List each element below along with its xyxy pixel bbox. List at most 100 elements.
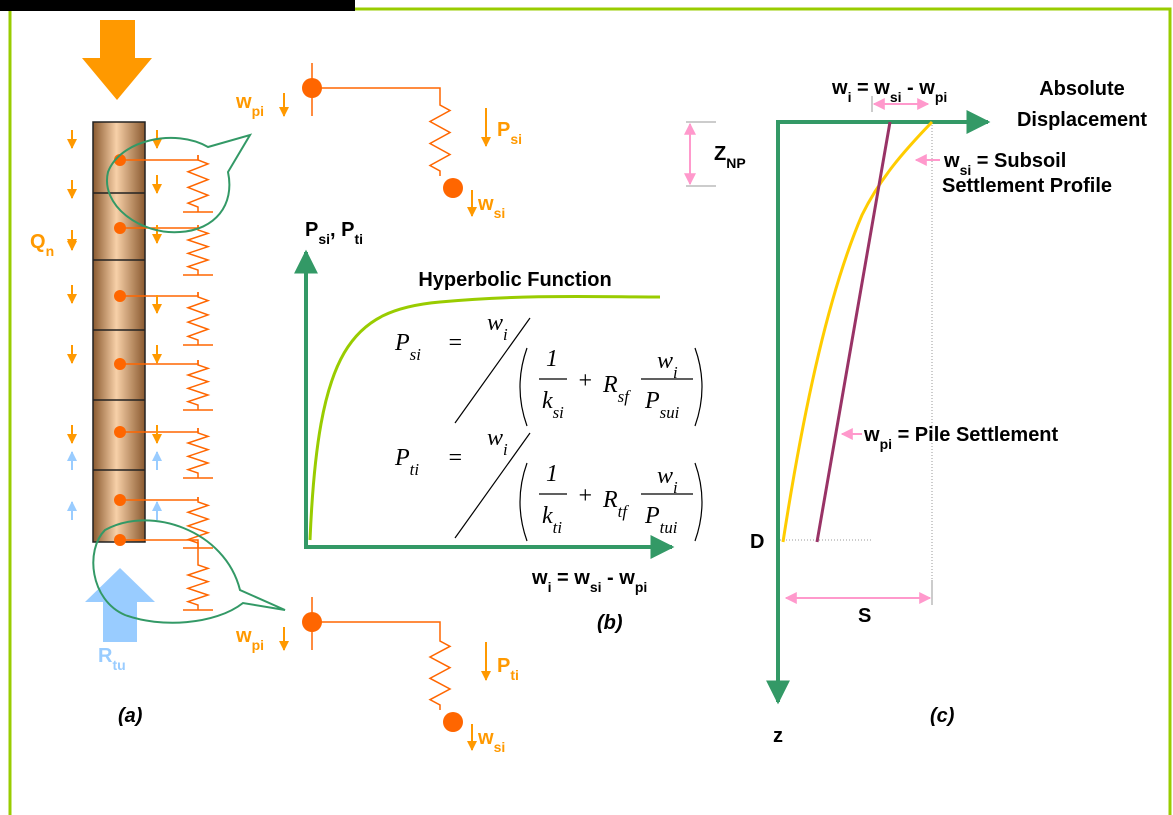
panel-label: (c) [930,705,955,727]
x-axis-label: Displacement [1017,109,1147,131]
text-run: si [510,131,522,147]
text-run: w [863,424,880,446]
spring-link [312,622,440,636]
text-run: pi [880,436,892,452]
spring [188,225,208,275]
formula-ratio-num: wi [657,463,678,497]
soil-displacement-label: wsi [477,193,505,221]
text-run: tu [112,657,125,673]
text-run: P [644,388,660,414]
text-run: w [487,425,503,451]
text-run: R [602,487,618,513]
frame [10,9,1170,815]
text-run: = w [551,567,590,589]
text-run: w [657,348,673,374]
spring [430,636,450,710]
force-label: Pti [497,655,519,683]
text-run: P [394,330,410,356]
z-axis-label: z [773,725,783,747]
spring [188,155,208,212]
spring [188,560,208,610]
text-run: si [494,205,506,221]
text-run: i [503,440,508,459]
text-run: w [235,625,252,647]
spring [188,292,208,345]
text-run: NP [726,155,745,171]
pile-node [114,534,126,546]
panel-label: (a) [118,705,143,727]
soil-label: Settlement Profile [942,175,1112,197]
text-run: w [477,727,494,749]
paren [520,348,527,426]
settlement-label: S [858,605,871,627]
spring [188,428,208,478]
text-run: si [890,89,902,105]
text-run: w [657,463,673,489]
panel-label: (b) [597,612,623,634]
text-run: tui [660,518,678,537]
spring-link [312,88,440,100]
text-run: w [487,310,503,336]
text-run: si [318,231,330,247]
text-run: P [305,219,318,241]
pile-node [114,426,126,438]
formula-lhs: Pti [394,445,419,479]
paren [695,348,702,426]
paren [520,463,527,541]
y-axis-label: Psi, Pti [305,219,363,247]
text-run: = Pile Settlement [892,424,1059,446]
text-run: si [494,739,506,755]
depth-label: D [750,531,764,553]
pile-displacement-label: wpi [235,91,264,119]
formula-numerator: wi [487,310,508,344]
formula-lhs: Psi [394,330,421,364]
paren [695,463,702,541]
pile [93,122,145,542]
tip-resistance-label: Rtu [98,645,126,673]
text-run: R [98,645,113,667]
x-axis-label: Absolute [1039,78,1125,100]
formula-stiffness: kti [542,503,562,537]
pile-node [114,290,126,302]
text-run: n [46,243,55,259]
text-run: k [542,388,553,414]
soil-node [443,712,463,732]
text-run: w [831,77,848,99]
formula-one: 1 [546,461,558,487]
diagram: QnRtu(a)wpiPsiwsiwpiPtiwsiPsi, PtiHyperb… [0,0,1173,815]
formula-ratio: Rtf [602,487,629,521]
z-np-label: ZNP [714,143,746,171]
soil-node [443,178,463,198]
soil-displacement-label: wsi [477,727,505,755]
pile-node [114,494,126,506]
pile-node [302,78,322,98]
text-run: si [410,345,422,364]
pile-node [114,222,126,234]
text-run: k [542,503,553,529]
pile-node [114,358,126,370]
page: {"panel_labels": {"a": "(a)", "b": "(b)"… [0,0,1173,815]
text-run: Q [30,231,46,253]
text-run: w [477,193,494,215]
text-run: - w [602,567,636,589]
header-bar [0,0,355,11]
formula-ratio-den: Psui [644,388,680,422]
spring-link [120,540,198,560]
formula-equals: = [447,445,463,471]
formula-stiffness: ksi [542,388,564,422]
text-run: = Subsoil [971,150,1066,172]
text-run: pi [252,637,264,653]
formula-equals: = [447,330,463,356]
text-run: pi [252,103,264,119]
text-run: P [644,503,660,529]
subsoil-settlement-curve [783,122,932,542]
text-run: P [497,119,510,141]
formula-plus: + [577,368,593,394]
text-run: R [602,372,618,398]
chart-title: Hyperbolic Function [418,269,611,291]
soil-label: wsi = Subsoil [943,150,1066,178]
pile-settlement-line [817,122,890,542]
pile-label: wpi = Pile Settlement [863,424,1059,452]
text-run: w [235,91,252,113]
